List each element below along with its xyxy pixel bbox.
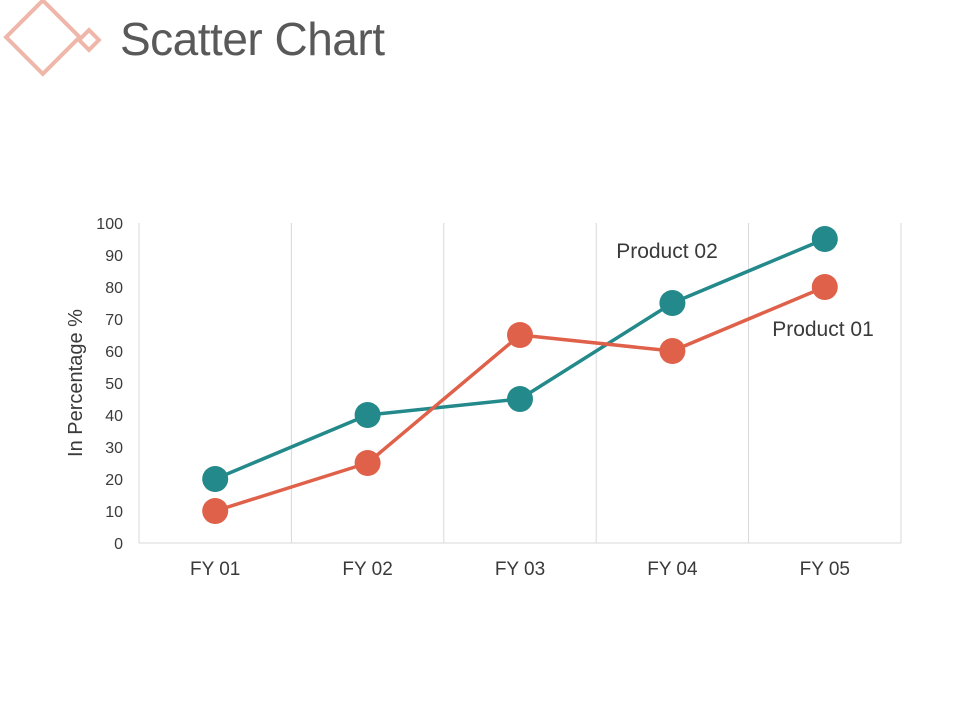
y-tick-label: 80 — [105, 280, 123, 297]
data-point — [354, 450, 381, 476]
series-product-02 — [202, 226, 838, 492]
data-point — [202, 466, 229, 492]
series-line — [214, 237, 826, 481]
y-tick-label: 50 — [105, 376, 123, 393]
x-tick-label: FY 03 — [495, 559, 545, 580]
series-product-01 — [202, 274, 838, 524]
page-title: Scatter Chart — [120, 13, 385, 65]
chart-series — [202, 226, 838, 524]
x-tick-label: FY 02 — [342, 559, 392, 580]
data-point — [507, 386, 533, 412]
y-tick-label: 40 — [105, 408, 123, 425]
logo-diamond-icon — [3, 0, 102, 77]
series-label-product-01: Product 01 — [772, 318, 874, 341]
data-point — [507, 322, 533, 348]
x-axis-ticks: FY 01 FY 02 FY 03 FY 04 FY 05 — [190, 559, 850, 580]
y-tick-label: 20 — [105, 472, 123, 489]
y-tick-label: 90 — [105, 248, 123, 265]
y-tick-label: 30 — [105, 440, 123, 457]
series-label-product-02: Product 02 — [616, 240, 718, 263]
data-point — [811, 274, 838, 300]
data-point — [659, 290, 686, 316]
y-tick-label: 0 — [114, 536, 123, 553]
y-tick-label: 60 — [105, 344, 123, 361]
y-axis-label: In Percentage % — [65, 309, 87, 457]
data-point — [354, 402, 381, 428]
data-point — [811, 226, 838, 252]
x-tick-label: FY 04 — [647, 559, 698, 580]
x-tick-label: FY 01 — [190, 559, 240, 580]
y-tick-label: 70 — [105, 312, 123, 329]
chart-grid — [138, 223, 902, 544]
x-tick-label: FY 05 — [800, 559, 850, 580]
y-tick-label: 10 — [105, 504, 123, 521]
data-point — [202, 498, 229, 524]
data-point — [659, 338, 686, 364]
y-axis-ticks: 0 10 20 30 40 50 60 70 80 90 100 — [96, 216, 123, 553]
y-tick-label: 100 — [96, 216, 123, 233]
